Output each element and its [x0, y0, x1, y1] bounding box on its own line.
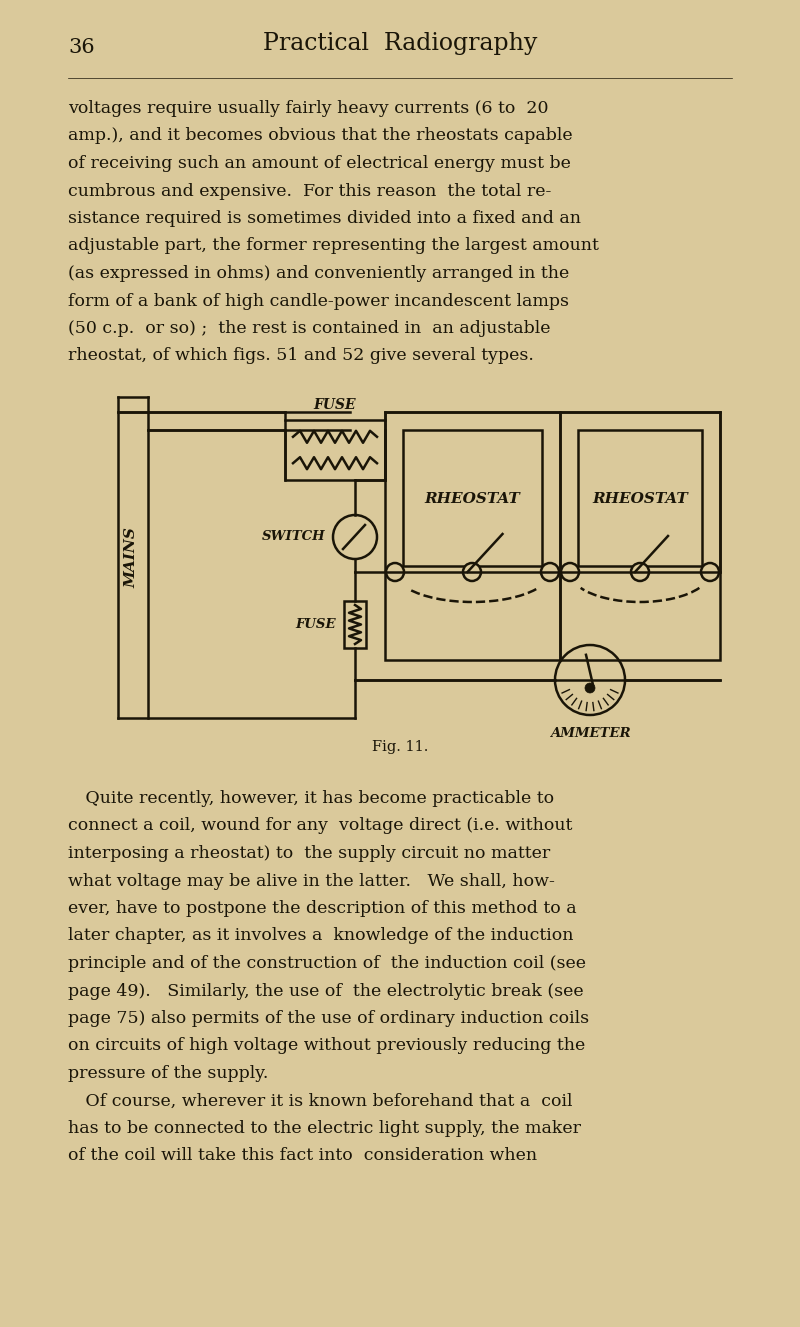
Circle shape — [585, 683, 595, 693]
Text: pressure of the supply.: pressure of the supply. — [68, 1066, 268, 1082]
Text: principle and of the construction of  the induction coil (see: principle and of the construction of the… — [68, 955, 586, 971]
Circle shape — [386, 563, 404, 581]
Text: of receiving such an amount of electrical energy must be: of receiving such an amount of electrica… — [68, 155, 571, 173]
Text: interposing a rheostat) to  the supply circuit no matter: interposing a rheostat) to the supply ci… — [68, 845, 550, 863]
Bar — [385, 411, 560, 660]
Text: Practical  Radiography: Practical Radiography — [263, 32, 537, 54]
Text: page 75) also permits of the use of ordinary induction coils: page 75) also permits of the use of ordi… — [68, 1010, 589, 1027]
Bar — [403, 430, 542, 567]
Text: ever, have to postpone the description of this method to a: ever, have to postpone the description o… — [68, 900, 577, 917]
Bar — [560, 411, 720, 660]
Text: SWITCH: SWITCH — [262, 531, 325, 544]
Text: (as expressed in ohms) and conveniently arranged in the: (as expressed in ohms) and conveniently … — [68, 265, 570, 283]
Text: MAINS: MAINS — [124, 527, 138, 588]
Text: RHEOSTAT: RHEOSTAT — [592, 492, 688, 506]
Text: cumbrous and expensive.  For this reason  the total re-: cumbrous and expensive. For this reason … — [68, 183, 551, 199]
Text: of the coil will take this fact into  consideration when: of the coil will take this fact into con… — [68, 1148, 537, 1165]
Text: amp.), and it becomes obvious that the rheostats capable: amp.), and it becomes obvious that the r… — [68, 127, 573, 145]
Text: page 49).   Similarly, the use of  the electrolytic break (see: page 49). Similarly, the use of the elec… — [68, 982, 584, 999]
Text: rheostat, of which figs. 51 and 52 give several types.: rheostat, of which figs. 51 and 52 give … — [68, 348, 534, 365]
Text: adjustable part, the former representing the largest amount: adjustable part, the former representing… — [68, 238, 599, 255]
Circle shape — [631, 563, 649, 581]
Text: on circuits of high voltage without previously reducing the: on circuits of high voltage without prev… — [68, 1038, 586, 1055]
Text: later chapter, as it involves a  knowledge of the induction: later chapter, as it involves a knowledg… — [68, 928, 574, 945]
Bar — [578, 430, 702, 567]
Text: voltages require usually fairly heavy currents (6 to  20: voltages require usually fairly heavy cu… — [68, 100, 549, 117]
Text: 36: 36 — [68, 38, 94, 57]
Text: what voltage may be alive in the latter.   We shall, how-: what voltage may be alive in the latter.… — [68, 872, 555, 889]
Text: FUSE: FUSE — [314, 398, 356, 411]
Text: FUSE: FUSE — [295, 618, 336, 632]
Text: connect a coil, wound for any  voltage direct (i.e. without: connect a coil, wound for any voltage di… — [68, 817, 572, 835]
Circle shape — [561, 563, 579, 581]
Circle shape — [701, 563, 719, 581]
Text: sistance required is sometimes divided into a fixed and an: sistance required is sometimes divided i… — [68, 210, 581, 227]
Bar — [344, 601, 366, 648]
Text: Of course, wherever it is known beforehand that a  coil: Of course, wherever it is known beforeha… — [68, 1092, 573, 1109]
Circle shape — [541, 563, 559, 581]
Bar — [285, 421, 385, 480]
Text: Quite recently, however, it has become practicable to: Quite recently, however, it has become p… — [68, 790, 554, 807]
Circle shape — [463, 563, 481, 581]
Text: (50 c.p.  or so) ;  the rest is contained in  an adjustable: (50 c.p. or so) ; the rest is contained … — [68, 320, 550, 337]
Text: form of a bank of high candle-power incandescent lamps: form of a bank of high candle-power inca… — [68, 292, 569, 309]
Text: has to be connected to the electric light supply, the maker: has to be connected to the electric ligh… — [68, 1120, 581, 1137]
Text: Fig. 11.: Fig. 11. — [372, 740, 428, 754]
Text: AMMETER: AMMETER — [550, 727, 630, 740]
Text: RHEOSTAT: RHEOSTAT — [425, 492, 520, 506]
